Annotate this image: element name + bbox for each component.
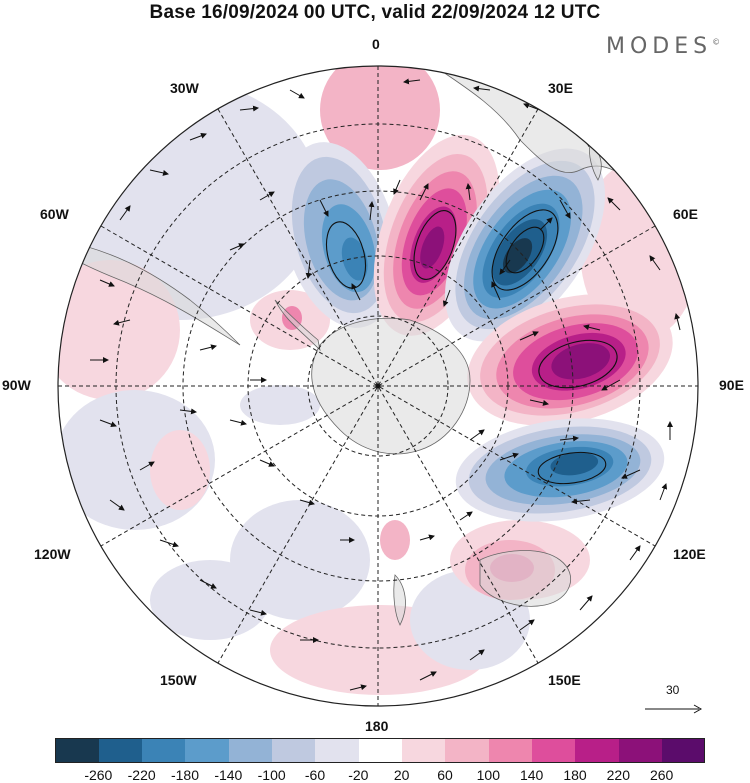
chart-title: Base 16/09/2024 00 UTC, valid 22/09/2024… [149, 2, 601, 23]
colorbar-tick-label: -180 [170, 767, 200, 783]
colorbar-cell [98, 738, 143, 763]
south-america [59, 239, 241, 346]
colorbar-cell [661, 738, 706, 763]
colorbar-cell [618, 738, 663, 763]
colorbar-cell [185, 738, 229, 763]
colorbar-tick-label: -20 [348, 767, 369, 783]
lon-label-150w: 150W [160, 672, 197, 688]
colorbar-tick-label: -220 [127, 767, 156, 783]
colorbar-cell [575, 738, 619, 763]
lon-label-90e: 90E [719, 377, 744, 393]
lon-label-30w: 30W [170, 80, 199, 96]
lon-label-120e: 120E [673, 546, 706, 562]
colorbar-tick-label: -100 [257, 767, 286, 783]
lon-label-60e: 60E [673, 206, 698, 222]
colorbar-tick-label: -260 [84, 767, 113, 783]
south-pole-marker [375, 383, 381, 389]
anomaly-blue-20w [281, 142, 399, 328]
lon-label-120w: 120W [34, 546, 71, 562]
colorbar-tick-label: -140 [214, 767, 243, 783]
colorbar-cell [445, 738, 489, 763]
new-zealand [393, 574, 406, 626]
lon-label-60w: 60W [40, 206, 69, 222]
colorbar-tick-label: 180 [563, 767, 587, 783]
colorbar-tick-label: 100 [476, 767, 501, 783]
colorbar-tick-label: 140 [519, 767, 544, 783]
anomaly-blue-110e [455, 418, 665, 522]
antarctic-peninsula [274, 299, 321, 352]
lon-label-30e: 30E [548, 80, 573, 96]
colorbar-cell [271, 738, 316, 763]
colorbar-tick-label: 260 [649, 767, 674, 783]
reference-vector-label: 30 [666, 683, 680, 697]
lon-label-0: 0 [372, 36, 380, 52]
lon-label-180: 180 [365, 718, 389, 734]
colorbar-cell [315, 738, 359, 763]
colorbar-cell [141, 738, 186, 763]
colorbar-cell [488, 738, 533, 763]
lon-label-90w: 90W [2, 377, 31, 393]
colorbar-cell [531, 738, 576, 763]
map-border [57, 65, 699, 707]
colorbar-tick-label: 220 [606, 767, 631, 783]
colorbar [55, 738, 706, 763]
colorbar-cell [55, 738, 99, 763]
colorbar-tick-label: -60 [304, 767, 326, 783]
colorbar-cell [228, 738, 273, 763]
modes-logo: MODES© [606, 34, 721, 59]
colorbar-cell [358, 738, 403, 763]
reference-vector-arrow [645, 704, 703, 714]
colorbar-cell [401, 738, 446, 763]
colorbar-tick-label: 20 [393, 767, 410, 783]
colorbar-tick-label: 60 [437, 767, 453, 783]
graticule [58, 66, 698, 706]
contours [325, 209, 618, 485]
lon-label-150e: 150E [548, 672, 581, 688]
